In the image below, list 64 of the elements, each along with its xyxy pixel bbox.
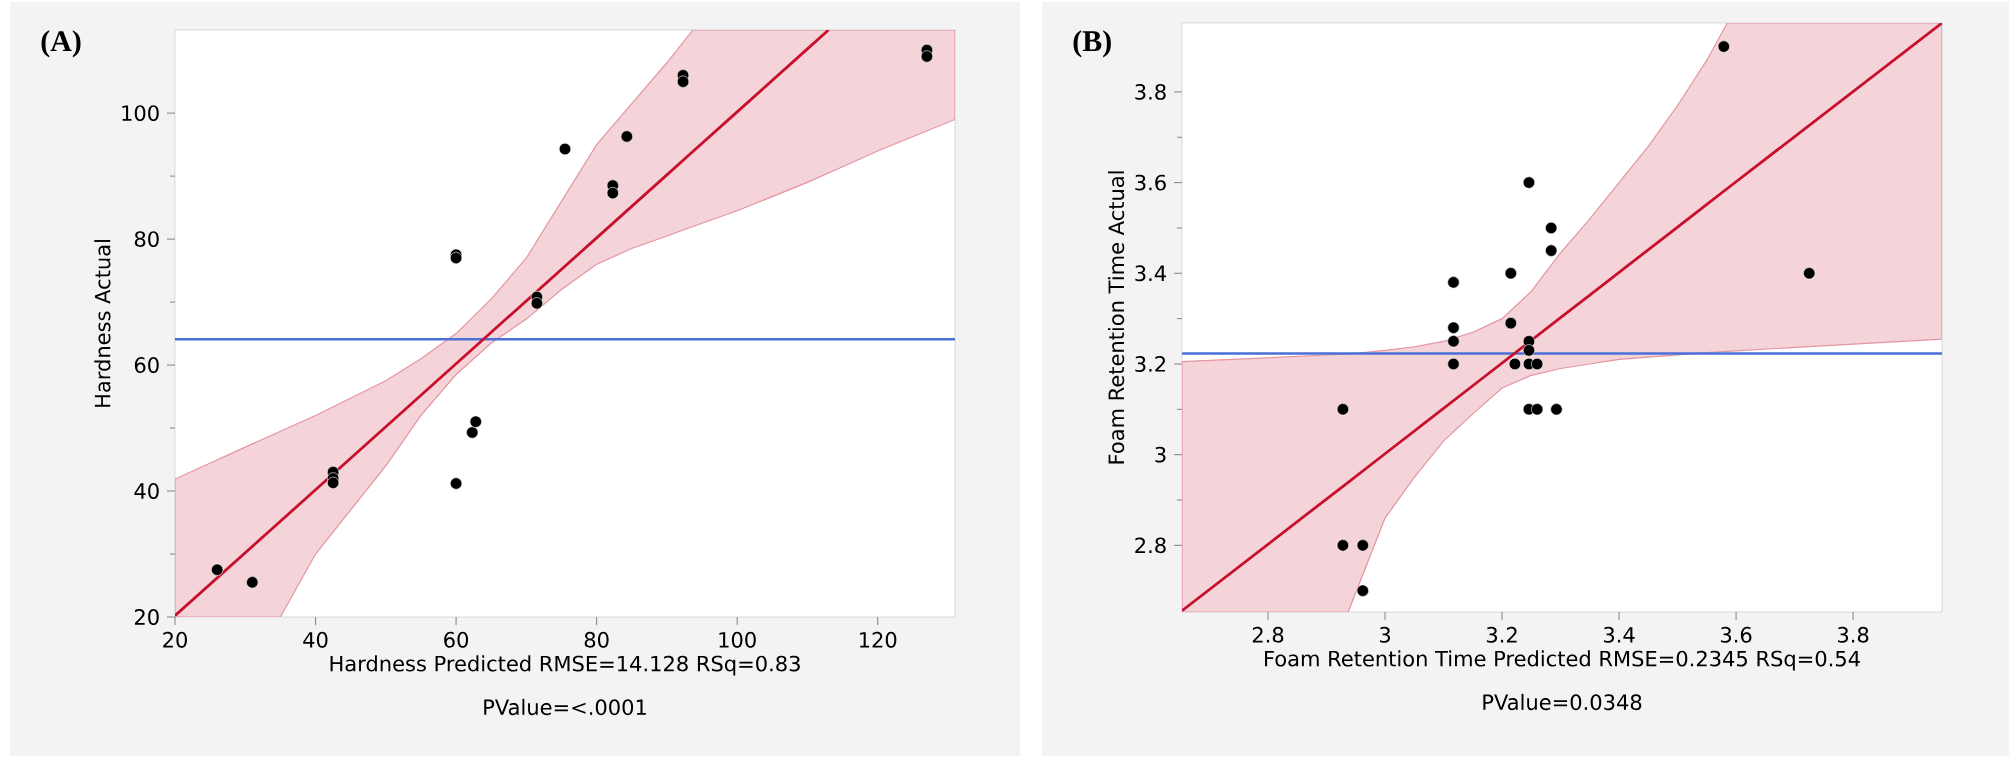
point — [1717, 40, 1730, 53]
x-axis-title: Foam Retention Time Predicted RMSE=0.2345 RSq=0.54 — [1265, 650, 1860, 671]
point — [1447, 321, 1460, 334]
point — [1356, 584, 1369, 597]
y-tick-label: 3 — [1155, 446, 1166, 463]
point — [1356, 539, 1369, 552]
x-tick-label: 3 — [1379, 626, 1391, 643]
y-tick-label: 100 — [122, 105, 159, 122]
point — [327, 476, 340, 489]
x-tick-label: 3.2 — [1486, 626, 1517, 643]
point — [1336, 403, 1350, 416]
x-tick-label: 3.8 — [1837, 626, 1869, 643]
x-tick-label: 2.8 — [1252, 626, 1284, 643]
x-tick-label: 100 — [719, 631, 756, 648]
y-tick-label: 20 — [134, 609, 159, 625]
x-tick-label: 20 — [163, 631, 187, 648]
point — [1336, 539, 1350, 552]
point — [469, 415, 482, 428]
x-axis-title: Hardness Predicted RMSE=14.128 RSq=0.83 — [330, 655, 800, 676]
point — [1803, 267, 1816, 280]
point — [606, 187, 619, 200]
point — [1522, 344, 1536, 357]
point — [1447, 276, 1460, 289]
point — [1504, 317, 1517, 330]
y-tick-label: 80 — [134, 231, 159, 248]
x-tick-label: 60 — [444, 631, 469, 648]
x-tick-label: 80 — [584, 631, 609, 648]
text: PValue=<.0001 — [484, 698, 646, 716]
point — [466, 426, 479, 439]
y-axis-title: Hardness Actual — [94, 240, 111, 407]
y-tick-label: 3.6 — [1135, 174, 1166, 191]
point — [1522, 176, 1536, 189]
point — [1447, 335, 1460, 348]
y-tick-label: 60 — [134, 357, 159, 374]
point — [1447, 357, 1460, 371]
point — [211, 563, 224, 576]
point — [1531, 403, 1544, 416]
chart-title: (B) — [1073, 30, 1111, 58]
x-tick-label: 3.6 — [1720, 626, 1752, 643]
point — [449, 477, 463, 490]
point — [1504, 267, 1517, 280]
point — [676, 75, 690, 88]
y-tick-label: 3.8 — [1135, 83, 1166, 100]
point — [246, 576, 259, 589]
point — [558, 142, 572, 156]
y-tick-label: 40 — [134, 483, 159, 499]
point — [1545, 244, 1558, 257]
chart-title: (A) — [41, 30, 81, 58]
x-tick-label: 3.4 — [1603, 626, 1635, 643]
point — [1545, 221, 1558, 235]
text: PValue=0.0348 — [1483, 693, 1642, 711]
y-tick-label: 3.2 — [1135, 356, 1166, 372]
point — [1508, 357, 1522, 371]
point — [1550, 403, 1563, 416]
y-tick-label: 2.8 — [1135, 537, 1166, 554]
point — [530, 297, 543, 310]
y-tick-label: 3.4 — [1135, 265, 1166, 282]
point — [920, 50, 933, 63]
y-axis-title: Foam Retention Time Actual — [1107, 171, 1125, 464]
point — [620, 130, 633, 143]
point — [449, 251, 463, 265]
point — [1531, 357, 1544, 371]
x-tick-label: 40 — [303, 631, 328, 648]
x-tick-label: 120 — [859, 631, 897, 648]
